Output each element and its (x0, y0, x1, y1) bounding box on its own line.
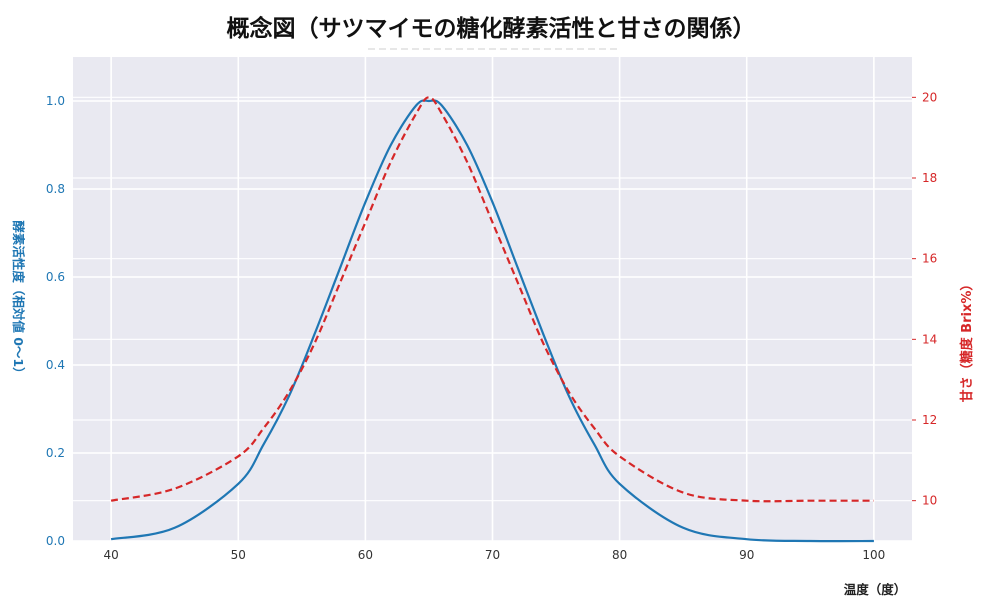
y-axis-label-left: 酵素活性度（相対値 0～1） (11, 220, 26, 379)
y-left-tick-label: 0.4 (46, 358, 65, 372)
x-axis-label: 温度（度） (844, 582, 907, 597)
y-axis-label-right: 甘さ（糖度 Brix%） (959, 278, 975, 403)
chart-title: 概念図（サツマイモの糖化酵素活性と甘さの関係） (227, 15, 756, 42)
y-right-tick-label: 14 (922, 332, 937, 346)
y-left-tick-label: 1.0 (46, 94, 65, 108)
y-right-tick-label: 18 (922, 171, 937, 185)
enzyme-activity-line (110, 99, 874, 543)
y-left-tick-label: 0.2 (46, 446, 65, 460)
y-right-tick-label: 16 (922, 252, 937, 266)
y-left-tick-label: 0.8 (46, 182, 65, 196)
y-left-tick-label: 0.6 (46, 270, 65, 284)
x-tick-label: 70 (485, 548, 500, 562)
y-right-tick-label: 20 (922, 90, 937, 104)
ticks: 40 50 60 70 80 90 100 0.0 0.2 0.4 0.6 0.8 1.0 10 12 14 1… (46, 90, 937, 562)
y-right-tick-label: 12 (922, 413, 937, 427)
series-layer (110, 96, 874, 543)
x-tick-label: 80 (612, 548, 627, 562)
x-tick-label: 90 (739, 548, 754, 562)
x-tick-label: 100 (862, 548, 885, 562)
y-left-tick-label: 0.0 (46, 534, 65, 548)
sweetness-line (110, 96, 874, 503)
y-right-tick-label: 10 (922, 494, 937, 508)
x-tick-label: 60 (358, 548, 373, 562)
x-tick-label: 40 (103, 548, 118, 562)
x-tick-label: 50 (231, 548, 246, 562)
